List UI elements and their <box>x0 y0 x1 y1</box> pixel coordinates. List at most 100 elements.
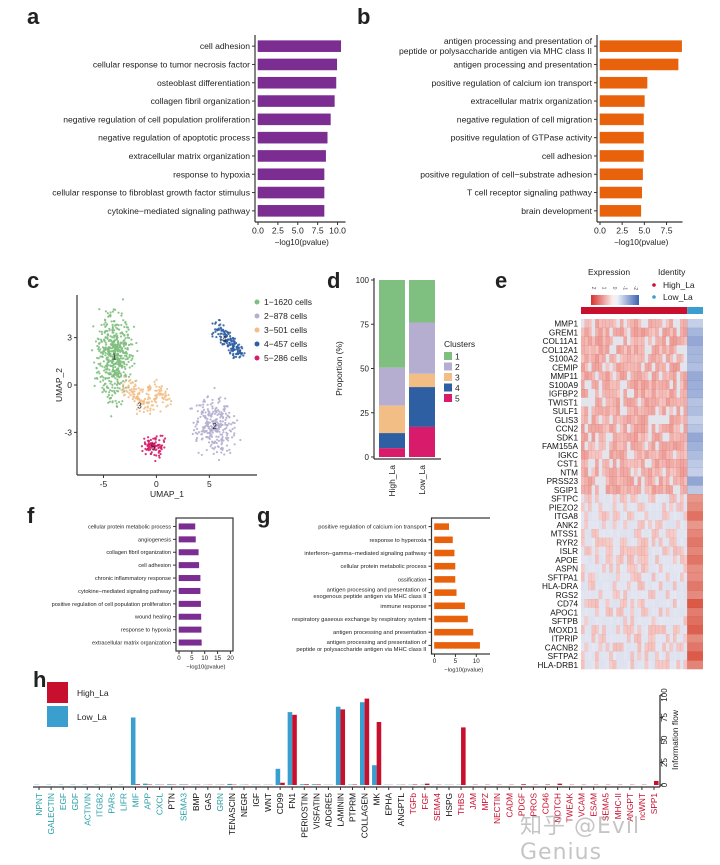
point-cluster-1 <box>101 331 103 333</box>
cell <box>588 380 592 389</box>
point-cluster-1 <box>107 402 109 404</box>
cell <box>652 625 656 634</box>
cell <box>662 547 666 556</box>
category-label-WNT: WNT <box>263 793 273 812</box>
point-cluster-3 <box>147 389 149 391</box>
point-cluster-4 <box>229 352 231 354</box>
cell <box>609 547 613 556</box>
cell <box>634 319 638 328</box>
point-cluster-1 <box>102 356 104 358</box>
cell <box>616 442 620 451</box>
cell <box>606 608 610 617</box>
point-cluster-5 <box>154 460 156 462</box>
point-cluster-1 <box>124 368 126 370</box>
heatmap-cells <box>581 319 703 669</box>
cell <box>659 424 663 433</box>
point-cluster-1 <box>104 332 106 334</box>
cell <box>634 337 638 346</box>
cell <box>684 442 688 451</box>
cell <box>609 573 613 582</box>
point-cluster-2 <box>228 412 230 414</box>
cell <box>666 433 670 442</box>
legend-swatch-2 <box>444 363 452 371</box>
cell <box>662 608 666 617</box>
point-cluster-2 <box>221 424 223 426</box>
cell <box>652 538 656 547</box>
point-cluster-4 <box>229 335 231 337</box>
cell <box>609 625 613 634</box>
point-cluster-2 <box>236 419 238 421</box>
expression-tick-label: 2 <box>590 287 596 290</box>
cell <box>641 319 645 328</box>
cell <box>638 354 642 363</box>
legend-label-1: 1−1620 cells <box>264 297 312 307</box>
cell <box>673 599 677 608</box>
cell <box>673 450 677 459</box>
cell <box>641 555 645 564</box>
cell <box>655 494 659 503</box>
cell-low <box>687 494 703 503</box>
cell <box>662 634 666 643</box>
cell <box>620 512 624 521</box>
cell <box>666 389 670 398</box>
point-cluster-3 <box>133 393 135 395</box>
bar-low-FN1 <box>288 712 293 785</box>
point-cluster-3 <box>153 381 155 383</box>
bar-low-MK <box>372 765 377 785</box>
point-cluster-4 <box>229 344 231 346</box>
cell <box>595 555 599 564</box>
point-cluster-1 <box>113 320 115 322</box>
cell <box>606 617 610 626</box>
cell <box>631 363 635 372</box>
point-cluster-2 <box>231 436 233 438</box>
cell <box>680 459 684 468</box>
cell <box>652 564 656 573</box>
cell <box>616 660 620 669</box>
segment-High_La-cluster-3 <box>379 406 405 433</box>
bar-high-LAMININ <box>340 709 345 785</box>
point-cluster-3 <box>121 391 123 393</box>
point-cluster-1 <box>105 371 107 373</box>
cell <box>613 652 617 661</box>
bar-2 <box>600 77 647 88</box>
cell <box>659 389 663 398</box>
point-cluster-3 <box>131 388 133 390</box>
cell-low <box>687 634 703 643</box>
cell <box>677 538 681 547</box>
cell <box>648 582 652 591</box>
cell <box>620 643 624 652</box>
bar-low-COLLAGEN <box>360 702 365 785</box>
cell <box>677 660 681 669</box>
cell <box>673 485 677 494</box>
cell <box>592 503 596 512</box>
gene-label-FAM155A: FAM155A <box>542 442 578 451</box>
cell <box>662 468 666 477</box>
y-axis-title: Information flow <box>670 709 680 770</box>
cell <box>662 372 666 381</box>
cell <box>631 555 635 564</box>
point-cluster-5 <box>146 445 148 447</box>
cell <box>595 363 599 372</box>
point-cluster-1 <box>114 387 116 389</box>
point-cluster-2 <box>207 404 209 406</box>
cell-low <box>687 468 703 477</box>
bar-0 <box>258 41 341 52</box>
bar-4 <box>435 576 455 582</box>
cell <box>627 337 631 346</box>
cell <box>655 328 659 337</box>
cell <box>588 433 592 442</box>
cell <box>634 573 638 582</box>
cell <box>595 512 599 521</box>
cell <box>659 660 663 669</box>
cell <box>655 608 659 617</box>
cell <box>634 564 638 573</box>
cell <box>599 538 603 547</box>
cell <box>684 652 688 661</box>
cell <box>669 564 673 573</box>
cell <box>616 477 620 486</box>
point-cluster-1 <box>128 344 130 346</box>
point-cluster-2 <box>216 414 218 416</box>
point-cluster-5 <box>143 438 145 440</box>
cell <box>588 459 592 468</box>
cell <box>627 555 631 564</box>
